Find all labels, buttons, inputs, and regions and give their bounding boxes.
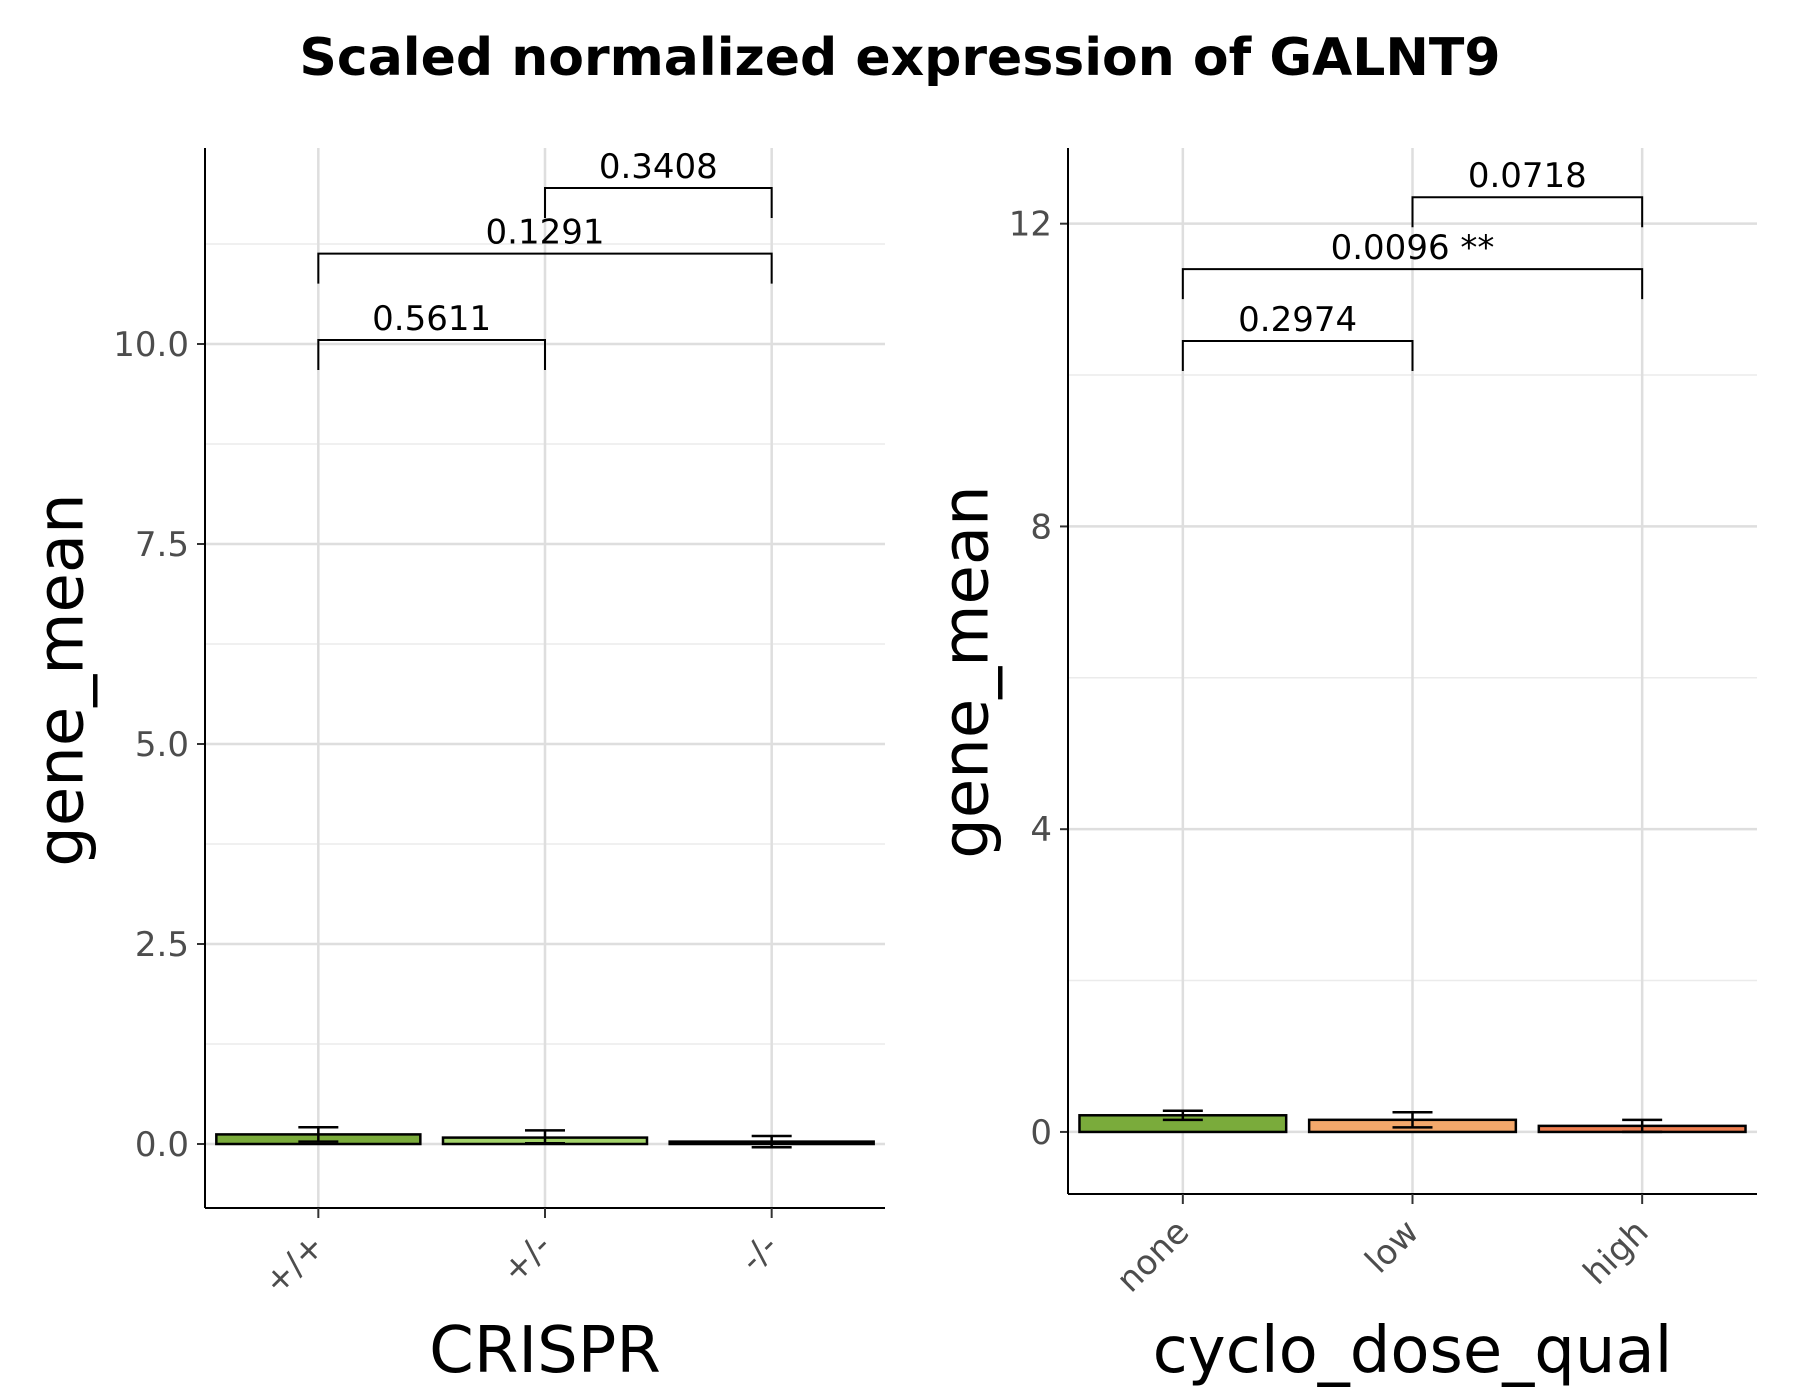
comparison-pvalue: 0.3408 bbox=[599, 147, 718, 187]
left-panel-crispr: 0.0 2.5 5.0 7.5 10.0 +/+ +/- -/- 0.5611 0.1291 0.3… bbox=[24, 147, 885, 1388]
x-tick-label: low bbox=[1358, 1212, 1427, 1281]
y-tick-label: 10.0 bbox=[113, 325, 189, 365]
y-tick-label: 8 bbox=[1030, 507, 1052, 547]
y-tick-label: 5.0 bbox=[135, 725, 189, 765]
y-axis-title: gene_mean bbox=[24, 493, 98, 866]
y-tick-label: 12 bbox=[1009, 205, 1052, 245]
comparison-bracket bbox=[1181, 340, 1414, 372]
y-tick-label: 7.5 bbox=[135, 525, 189, 565]
y-tick-label: 0 bbox=[1030, 1113, 1052, 1153]
y-axis-title: gene_mean bbox=[929, 485, 1003, 858]
x-tick-label: +/- bbox=[494, 1226, 559, 1291]
comparison-bracket bbox=[317, 339, 546, 370]
x-tick-label: high bbox=[1576, 1212, 1657, 1293]
x-axis-title: CRISPR bbox=[429, 1314, 661, 1388]
comparison-pvalue: 0.0096 ** bbox=[1331, 228, 1495, 268]
comparison-pvalue: 0.1291 bbox=[486, 213, 605, 253]
figure-title: Scaled normalized expression of GALNT9 bbox=[299, 28, 1501, 88]
x-tick-label: none bbox=[1109, 1212, 1197, 1300]
comparison-bracket bbox=[1181, 268, 1644, 300]
comparison-pvalue: 0.2974 bbox=[1238, 300, 1357, 340]
y-tick-label: 4 bbox=[1030, 810, 1052, 850]
right-panel-cyclo-dose: 0 4 8 12 none low high 0.2974 0.0096 ** 0.0718 cyc… bbox=[929, 148, 1757, 1388]
comparison-pvalue: 0.0718 bbox=[1468, 156, 1587, 196]
comparison-pvalue: 0.5611 bbox=[372, 299, 491, 339]
y-tick-label: 0.0 bbox=[135, 1125, 189, 1165]
x-tick-label: +/+ bbox=[256, 1226, 333, 1303]
comparison-bracket bbox=[544, 187, 773, 218]
x-tick-label: -/- bbox=[732, 1226, 786, 1280]
comparison-bracket bbox=[317, 252, 773, 284]
y-tick-label: 2.5 bbox=[135, 925, 189, 965]
comparison-bracket bbox=[1411, 196, 1644, 228]
x-axis-title: cyclo_dose_qual bbox=[1153, 1314, 1673, 1388]
